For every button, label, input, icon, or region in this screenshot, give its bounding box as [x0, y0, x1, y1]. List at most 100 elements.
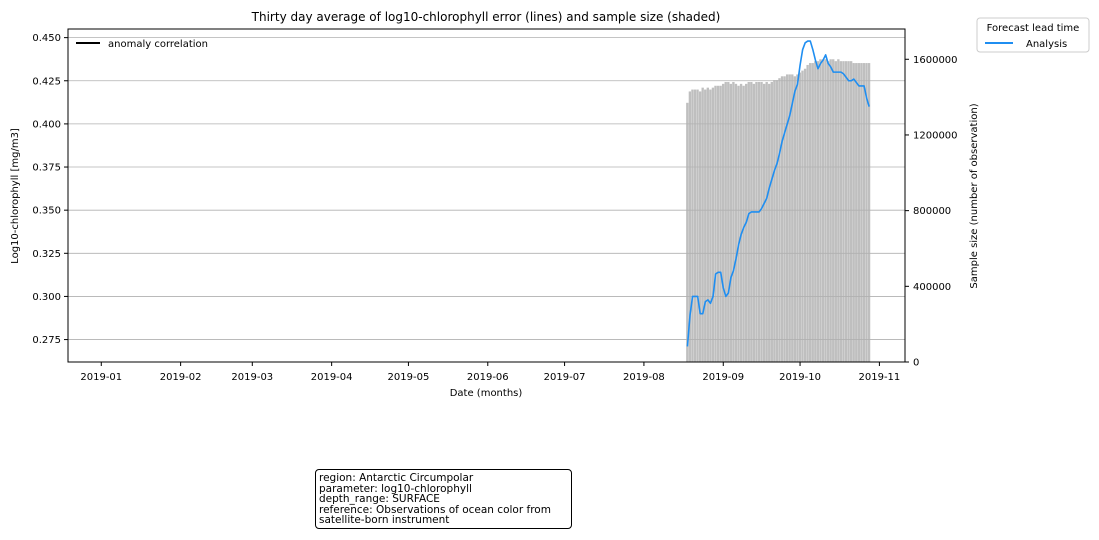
legend-right-label: Analysis [1026, 39, 1067, 50]
y2-tick-label: 400000 [913, 282, 951, 293]
y2-tick-label: 1600000 [913, 55, 958, 66]
x-tick-label: 2019-03 [231, 372, 273, 383]
sample-size-bar [780, 76, 784, 363]
sample-size-bar [829, 59, 832, 363]
x-tick-label: 2019-07 [544, 372, 586, 383]
sample-size-bar [696, 89, 699, 363]
sample-size-bar [768, 83, 771, 363]
sample-size-bar [783, 76, 786, 363]
y2-tick-label: 0 [913, 358, 919, 369]
sample-size-bar [770, 81, 773, 362]
sample-size-bar [693, 89, 697, 363]
x-tick-label: 2019-10 [779, 372, 821, 383]
sample-size-bar [701, 87, 704, 363]
y-tick-label: 0.400 [32, 119, 61, 130]
sample-size-bar [719, 85, 722, 362]
info-parameter: parameter: log10-chlorophyll [319, 482, 472, 495]
y-axis-left: 0.275 0.300 0.325 0.350 0.375 0.400 0.425 0.450 [32, 33, 68, 346]
chart-title: Thirty day average of log10-chlorophyll … [251, 10, 721, 24]
sample-size-bar [867, 63, 871, 363]
sample-size-bar [791, 74, 794, 362]
sample-size-bar [798, 72, 802, 363]
y2-tick-label: 1200000 [913, 130, 958, 141]
plot-frame [67, 28, 906, 363]
y-tick-label: 0.375 [32, 163, 61, 174]
x-axis: 2019-01 2019-02 2019-03 2019-04 2019-05 2019-… [80, 362, 900, 383]
sample-size-bar [819, 59, 822, 363]
y-tick-label: 0.300 [32, 292, 61, 303]
sample-size-bar [698, 91, 702, 362]
sample-size-bar [788, 74, 791, 362]
x-tick-label: 2019-06 [467, 372, 509, 383]
sample-size-bar [857, 63, 860, 363]
sample-size-bar [860, 63, 863, 363]
y-tick-label: 0.275 [32, 335, 61, 346]
sample-size-bar [806, 64, 809, 362]
sample-size-bar [711, 87, 715, 363]
sample-size-bar [775, 80, 779, 362]
sample-size-bar [709, 89, 712, 363]
sample-size-bar [855, 63, 858, 363]
sample-size-bar [757, 81, 761, 362]
x-tick-label: 2019-02 [160, 372, 202, 383]
sample-size-bar [721, 83, 725, 363]
sample-size-bar [785, 74, 789, 362]
analysis-line [686, 40, 870, 347]
sample-size-bar [765, 81, 768, 362]
sample-size-bar [824, 59, 827, 363]
sample-size-bar [686, 102, 689, 362]
sample-size-bar [739, 83, 743, 363]
info-box: region: Antarctic Circumpolar parameter:… [315, 469, 572, 529]
sample-size-bar [691, 89, 694, 363]
sample-size-bar [688, 91, 692, 362]
y-axis-label: Log10-chlorophyll [mg/m3] [10, 128, 21, 264]
legend-right: Forecast lead time Analysis [976, 17, 1090, 53]
x-tick-label: 2019-11 [859, 372, 901, 383]
gridlines [68, 37, 905, 340]
sample-size-bar [803, 68, 807, 362]
y-tick-label: 0.325 [32, 249, 61, 260]
sample-size-bar [742, 85, 745, 362]
sample-size-bar [801, 70, 804, 363]
sample-size-bar [755, 81, 758, 362]
y2-axis-label: Sample size (number of observation) [969, 103, 980, 288]
sample-size-bar [809, 63, 812, 363]
y-axis-right: 0 400000 800000 1200000 1600000 [905, 55, 958, 369]
sample-size-bar [729, 83, 733, 363]
analysis-line-layer [686, 40, 870, 347]
sample-size-bar [773, 80, 776, 362]
sample-size-bar [821, 59, 825, 363]
sample-size-bar [826, 61, 830, 362]
sample-size-bar [837, 59, 840, 363]
info-reference: reference: Observations of ocean color f… [319, 503, 551, 516]
x-tick-label: 2019-04 [311, 372, 353, 383]
sample-size-bar [750, 81, 753, 362]
sample-size-bar [747, 81, 750, 362]
sample-size-bar [832, 59, 835, 363]
sample-size-bar [778, 78, 781, 362]
sample-size-bar [834, 61, 837, 362]
sample-size-bar [734, 83, 738, 363]
sample-size-bar [839, 61, 843, 362]
y-tick-label: 0.350 [32, 206, 61, 217]
sample-size-bar [727, 81, 730, 362]
legend-left-label: anomaly correlation [108, 39, 208, 50]
legend-right-title: Forecast lead time [987, 23, 1080, 34]
info-region: region: Antarctic Circumpolar [319, 472, 474, 484]
sample-size-bars [686, 59, 871, 363]
info-depth-range: depth_range: SURFACE [319, 493, 440, 505]
x-tick-label: 2019-08 [623, 372, 665, 383]
sample-size-bar [706, 87, 709, 363]
sample-size-bar [714, 85, 717, 362]
info-reference-cont: satellite-born instrument [319, 514, 450, 526]
x-tick-label: 2019-05 [388, 372, 430, 383]
sample-size-bar [865, 63, 868, 363]
sample-size-bar [814, 61, 817, 362]
y2-tick-label: 800000 [913, 206, 951, 217]
y-tick-label: 0.425 [32, 76, 61, 87]
sample-size-bar [724, 81, 727, 362]
sample-size-bar [816, 61, 820, 362]
sample-size-bar [862, 63, 866, 363]
x-tick-label: 2019-09 [702, 372, 744, 383]
